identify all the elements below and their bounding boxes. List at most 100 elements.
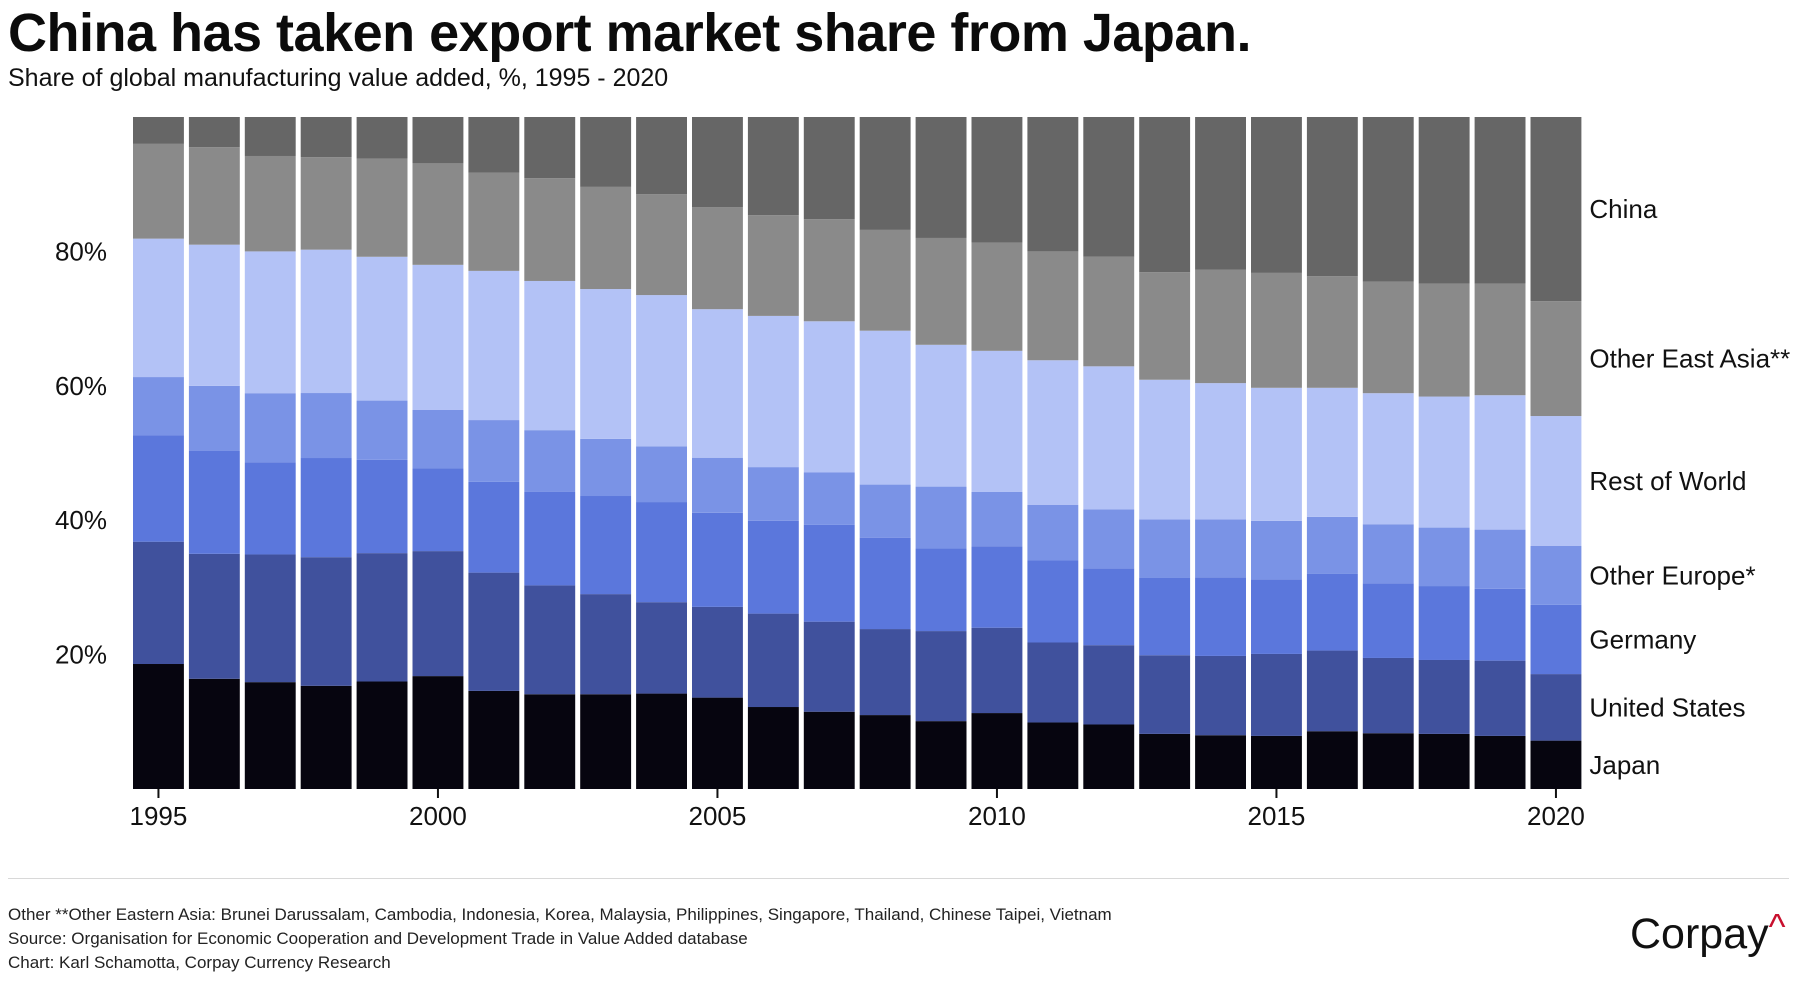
bar-2019-germany <box>1474 588 1526 661</box>
legend-label-japan: Japan <box>1589 750 1660 780</box>
bar-2001-japan <box>468 690 520 789</box>
bar-1998-germany <box>300 458 352 558</box>
bar-1998-china <box>300 117 352 158</box>
legend: Japan United States Germany Other Europe* Re… <box>1589 194 1790 780</box>
bar-2010-rest-of-world <box>971 350 1023 492</box>
bar-2020-other-europe <box>1530 545 1582 605</box>
bar-2009-china <box>915 117 967 238</box>
bar-2017-germany <box>1362 583 1414 658</box>
bar-1995-united-states <box>133 541 184 664</box>
bar-2019-china <box>1474 117 1526 284</box>
bar-2020-rest-of-world <box>1530 416 1582 546</box>
bar-2005-rest-of-world <box>692 309 743 458</box>
bar-1995-rest-of-world <box>133 238 184 378</box>
bar-2012-united-states <box>1083 645 1135 725</box>
footnotes: Other **Other Eastern Asia: Brunei Darus… <box>8 903 1112 975</box>
bar-2004-other-europe <box>636 446 687 503</box>
bar-2009-japan <box>915 721 967 789</box>
bar-2013-japan <box>1139 733 1191 789</box>
bar-2001-united-states <box>468 572 520 691</box>
bar-2015-germany <box>1251 579 1302 654</box>
bars-layer <box>133 117 1582 789</box>
corpay-logo: Corpay^ <box>1630 906 1786 959</box>
bar-2006-china <box>747 117 799 216</box>
bar-2014-united-states <box>1195 655 1246 736</box>
bar-2000-japan <box>412 676 464 789</box>
bar-1996-united-states <box>188 553 240 679</box>
bar-1996-japan <box>188 678 240 789</box>
legend-label-rest-of-world: Rest of World <box>1589 466 1746 496</box>
bar-2016-other-europe <box>1306 516 1358 574</box>
brand-name: Corpay <box>1630 910 1769 958</box>
bar-2007-rest-of-world <box>803 321 855 473</box>
bar-2015-japan <box>1251 735 1302 789</box>
bar-2019-other-europe <box>1474 529 1526 589</box>
bar-1998-rest-of-world <box>300 249 352 394</box>
bar-2013-germany <box>1139 577 1191 656</box>
bar-2012-other-east-asia <box>1083 256 1135 367</box>
bar-2014-rest-of-world <box>1195 383 1246 520</box>
bar-2007-other-east-asia <box>803 219 855 322</box>
bar-2014-japan <box>1195 735 1246 789</box>
bar-2008-other-europe <box>859 484 911 538</box>
bar-2016-germany <box>1306 573 1358 651</box>
bar-2012-other-europe <box>1083 509 1135 569</box>
bar-2011-other-east-asia <box>1027 251 1079 361</box>
bar-1997-china <box>244 117 296 156</box>
bar-2003-china <box>580 117 632 187</box>
bar-2010-japan <box>971 713 1023 789</box>
bar-2005-china <box>692 117 743 208</box>
bar-2007-germany <box>803 524 855 622</box>
bar-1998-united-states <box>300 557 352 686</box>
bar-2011-rest-of-world <box>1027 360 1079 505</box>
bar-2006-other-europe <box>747 467 799 521</box>
bar-2010-united-states <box>971 627 1023 714</box>
bar-2014-germany <box>1195 577 1246 656</box>
bar-2019-other-east-asia <box>1474 283 1526 396</box>
bar-1999-other-east-asia <box>356 158 408 257</box>
footer-divider <box>8 878 1789 879</box>
bar-2006-other-east-asia <box>747 215 799 316</box>
bar-1995-japan <box>133 664 184 789</box>
bar-2005-other-europe <box>692 457 743 513</box>
bar-2009-other-europe <box>915 486 967 549</box>
bar-2016-united-states <box>1306 650 1358 732</box>
bar-2000-china <box>412 117 464 164</box>
bar-2005-united-states <box>692 606 743 698</box>
bar-1995-china <box>133 117 184 144</box>
bar-2018-japan <box>1418 733 1470 789</box>
bar-1998-japan <box>300 685 352 789</box>
bar-2017-united-states <box>1362 657 1414 734</box>
bar-2006-united-states <box>747 613 799 708</box>
x-axis-ticks: 1995 2000 2005 2010 2015 2020 <box>130 789 1585 831</box>
bar-2003-other-east-asia <box>580 186 632 290</box>
bar-2018-china <box>1418 117 1470 284</box>
bar-1998-other-east-asia <box>300 157 352 250</box>
bar-2002-other-europe <box>524 430 576 492</box>
bar-2008-japan <box>859 715 911 789</box>
bar-2015-rest-of-world <box>1251 387 1302 521</box>
bar-2004-united-states <box>636 602 687 694</box>
bar-2002-rest-of-world <box>524 280 576 431</box>
bar-2003-other-europe <box>580 438 632 497</box>
bar-2012-germany <box>1083 568 1135 646</box>
bar-2008-germany <box>859 537 911 630</box>
bar-2009-germany <box>915 548 967 632</box>
bar-1997-rest-of-world <box>244 251 296 394</box>
bar-2013-rest-of-world <box>1139 379 1191 520</box>
bar-2011-other-europe <box>1027 504 1079 561</box>
bar-2011-china <box>1027 117 1079 252</box>
y-tick-label: 40% <box>55 505 107 535</box>
bar-2018-other-east-asia <box>1418 283 1470 397</box>
bar-2002-united-states <box>524 585 576 695</box>
legend-label-other-europe: Other Europe* <box>1589 560 1755 590</box>
bar-2012-japan <box>1083 724 1135 789</box>
bar-2005-germany <box>692 512 743 607</box>
bar-2001-germany <box>468 481 520 573</box>
bar-2007-china <box>803 117 855 220</box>
bar-2016-japan <box>1306 731 1358 789</box>
bar-1999-china <box>356 117 408 159</box>
bar-2000-other-europe <box>412 409 464 469</box>
bar-2004-china <box>636 117 687 195</box>
bar-1996-germany <box>188 450 240 554</box>
